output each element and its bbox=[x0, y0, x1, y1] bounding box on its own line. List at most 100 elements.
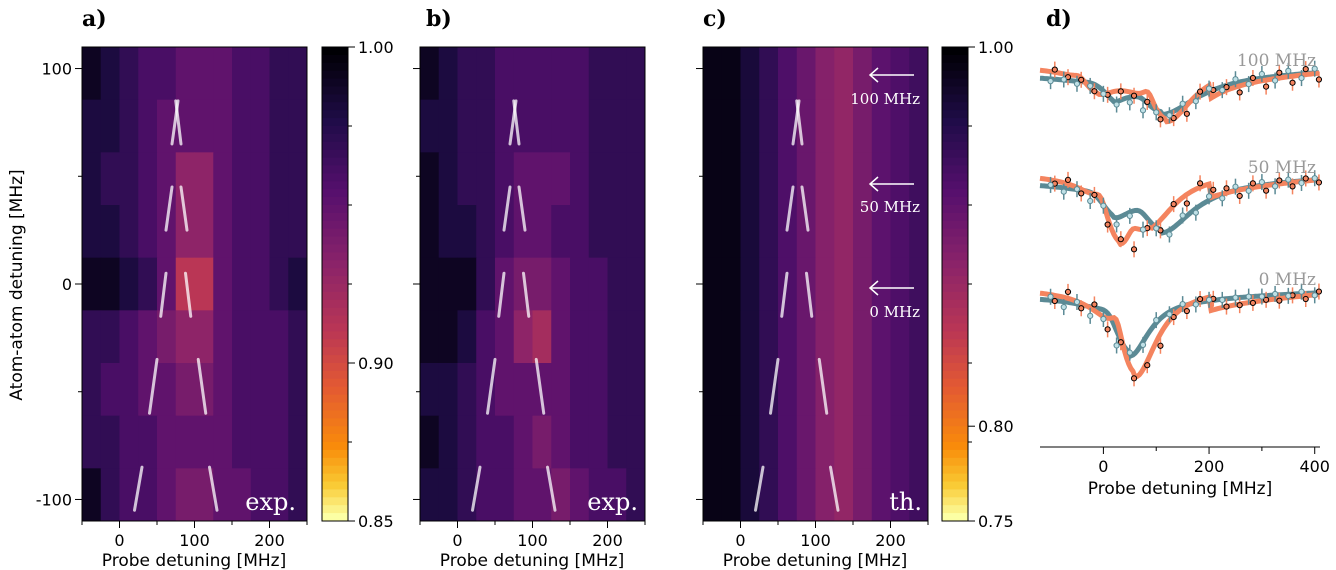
data-point-teal bbox=[1166, 311, 1173, 318]
heatmap-cell bbox=[457, 47, 477, 101]
data-point-teal bbox=[1298, 288, 1305, 295]
d-x-tick-label: 400 bbox=[1299, 457, 1330, 476]
heatmap-cell bbox=[871, 47, 891, 101]
data-point-orange bbox=[1170, 313, 1177, 321]
data-point-teal bbox=[1139, 107, 1147, 114]
heatmap-cell bbox=[119, 257, 139, 311]
heatmap-cell bbox=[721, 257, 741, 311]
colorbar-segment bbox=[942, 434, 968, 443]
heatmap-cell bbox=[909, 310, 929, 364]
resonance-dash bbox=[800, 185, 810, 232]
data-point-teal bbox=[1258, 70, 1265, 78]
colorbar-a: 1.00 0.90 0.85 bbox=[321, 38, 394, 531]
heatmap-cell bbox=[890, 205, 910, 259]
colorbar-segment bbox=[322, 497, 348, 506]
resonance-dash bbox=[522, 271, 531, 318]
heatmap-cell bbox=[213, 363, 233, 417]
heatmap-cell bbox=[100, 310, 120, 364]
heatmap-cell bbox=[551, 99, 571, 153]
colorbar-segment bbox=[942, 402, 968, 411]
heatmap-cell bbox=[438, 257, 458, 311]
heatmap-cell bbox=[194, 310, 214, 364]
panel-a-letter: a) bbox=[82, 6, 107, 32]
heatmap-cell bbox=[815, 257, 835, 311]
colorbar-segment bbox=[322, 378, 348, 388]
data-point-teal bbox=[1192, 209, 1199, 216]
heatmap-cell bbox=[626, 152, 646, 206]
heatmap-cell bbox=[551, 415, 571, 469]
heatmap-cell bbox=[232, 415, 252, 469]
x-tick-label: 200 bbox=[254, 531, 285, 550]
colorbar-segment bbox=[322, 197, 348, 206]
colorbar-segment bbox=[322, 252, 348, 261]
heatmap-cell bbox=[721, 99, 741, 153]
heatmap-cell bbox=[513, 468, 533, 522]
colorbar-segment bbox=[322, 173, 348, 182]
data-point-orange bbox=[1249, 180, 1257, 187]
heatmap-cell bbox=[100, 152, 120, 206]
heatmap-cell bbox=[890, 152, 910, 206]
colorbar-segment bbox=[322, 220, 348, 230]
heatmap-cell bbox=[607, 99, 627, 153]
heatmap-cell bbox=[909, 415, 929, 469]
heatmap-cell bbox=[890, 257, 910, 311]
heatmap-cell bbox=[759, 152, 779, 206]
heatmap-cell bbox=[82, 363, 102, 417]
heatmap-cell bbox=[740, 152, 760, 206]
data-point-teal bbox=[1192, 301, 1199, 308]
heatmap-cell bbox=[834, 468, 854, 522]
resonance-dash bbox=[795, 99, 804, 146]
heatmap-cell bbox=[588, 363, 608, 417]
heatmap-cell bbox=[157, 363, 177, 417]
colorbar-tick-label: 1.00 bbox=[358, 38, 394, 57]
x-tick-label: 100 bbox=[800, 531, 831, 550]
heatmap-cell bbox=[157, 415, 177, 469]
heatmap-cell bbox=[551, 205, 571, 259]
colorbar-segment bbox=[322, 307, 348, 317]
colorbar-segment bbox=[942, 54, 968, 64]
resonance-dash bbox=[196, 357, 208, 415]
data-point-teal bbox=[1205, 296, 1213, 303]
data-point-orange bbox=[1091, 301, 1098, 308]
heatmap-cell bbox=[721, 415, 741, 469]
heatmap-cell bbox=[269, 152, 289, 206]
heatmap-cell bbox=[138, 47, 158, 101]
heatmap-cell bbox=[82, 99, 102, 153]
heatmap-cell bbox=[909, 468, 929, 522]
colorbar-segment bbox=[942, 442, 968, 451]
panel-c-tag: th. bbox=[889, 488, 922, 516]
colorbar-segment bbox=[942, 331, 968, 340]
heatmap-cell bbox=[288, 363, 308, 417]
colorbar-segment bbox=[942, 181, 968, 190]
heatmap-cell bbox=[570, 363, 590, 417]
data-point-teal bbox=[1311, 175, 1318, 182]
colorbar-segment bbox=[322, 181, 348, 190]
heatmap-cell bbox=[607, 257, 627, 311]
colorbar-segment bbox=[942, 189, 968, 198]
heatmap-cell bbox=[420, 363, 440, 417]
data-point-teal bbox=[1179, 301, 1186, 308]
heatmap-cell bbox=[871, 468, 891, 522]
colorbar-segment bbox=[322, 86, 348, 95]
data-point-orange bbox=[1051, 66, 1058, 73]
heatmap-cell bbox=[532, 415, 552, 469]
heatmap-cell bbox=[796, 468, 816, 522]
data-point-orange bbox=[1289, 79, 1296, 86]
data-point-orange bbox=[1249, 299, 1257, 307]
heatmap-cell bbox=[457, 257, 477, 311]
heatmap-cell bbox=[175, 152, 195, 206]
heatmap-cell bbox=[420, 310, 440, 364]
colorbar-segment bbox=[322, 434, 348, 443]
heatmap-cell bbox=[796, 415, 816, 469]
heatmap-cell bbox=[157, 47, 177, 101]
heatmap-cell bbox=[703, 363, 723, 417]
heatmap-cell bbox=[759, 363, 779, 417]
colorbar-segment bbox=[942, 102, 968, 111]
heatmap-cell bbox=[457, 99, 477, 153]
heatmap-cell bbox=[532, 47, 552, 101]
data-point-orange bbox=[1210, 186, 1217, 193]
d-x-tick-label: 0 bbox=[1098, 457, 1108, 476]
data-point-orange bbox=[1051, 297, 1058, 305]
colorbar-segment bbox=[322, 386, 348, 396]
colorbar-segment bbox=[322, 212, 348, 222]
